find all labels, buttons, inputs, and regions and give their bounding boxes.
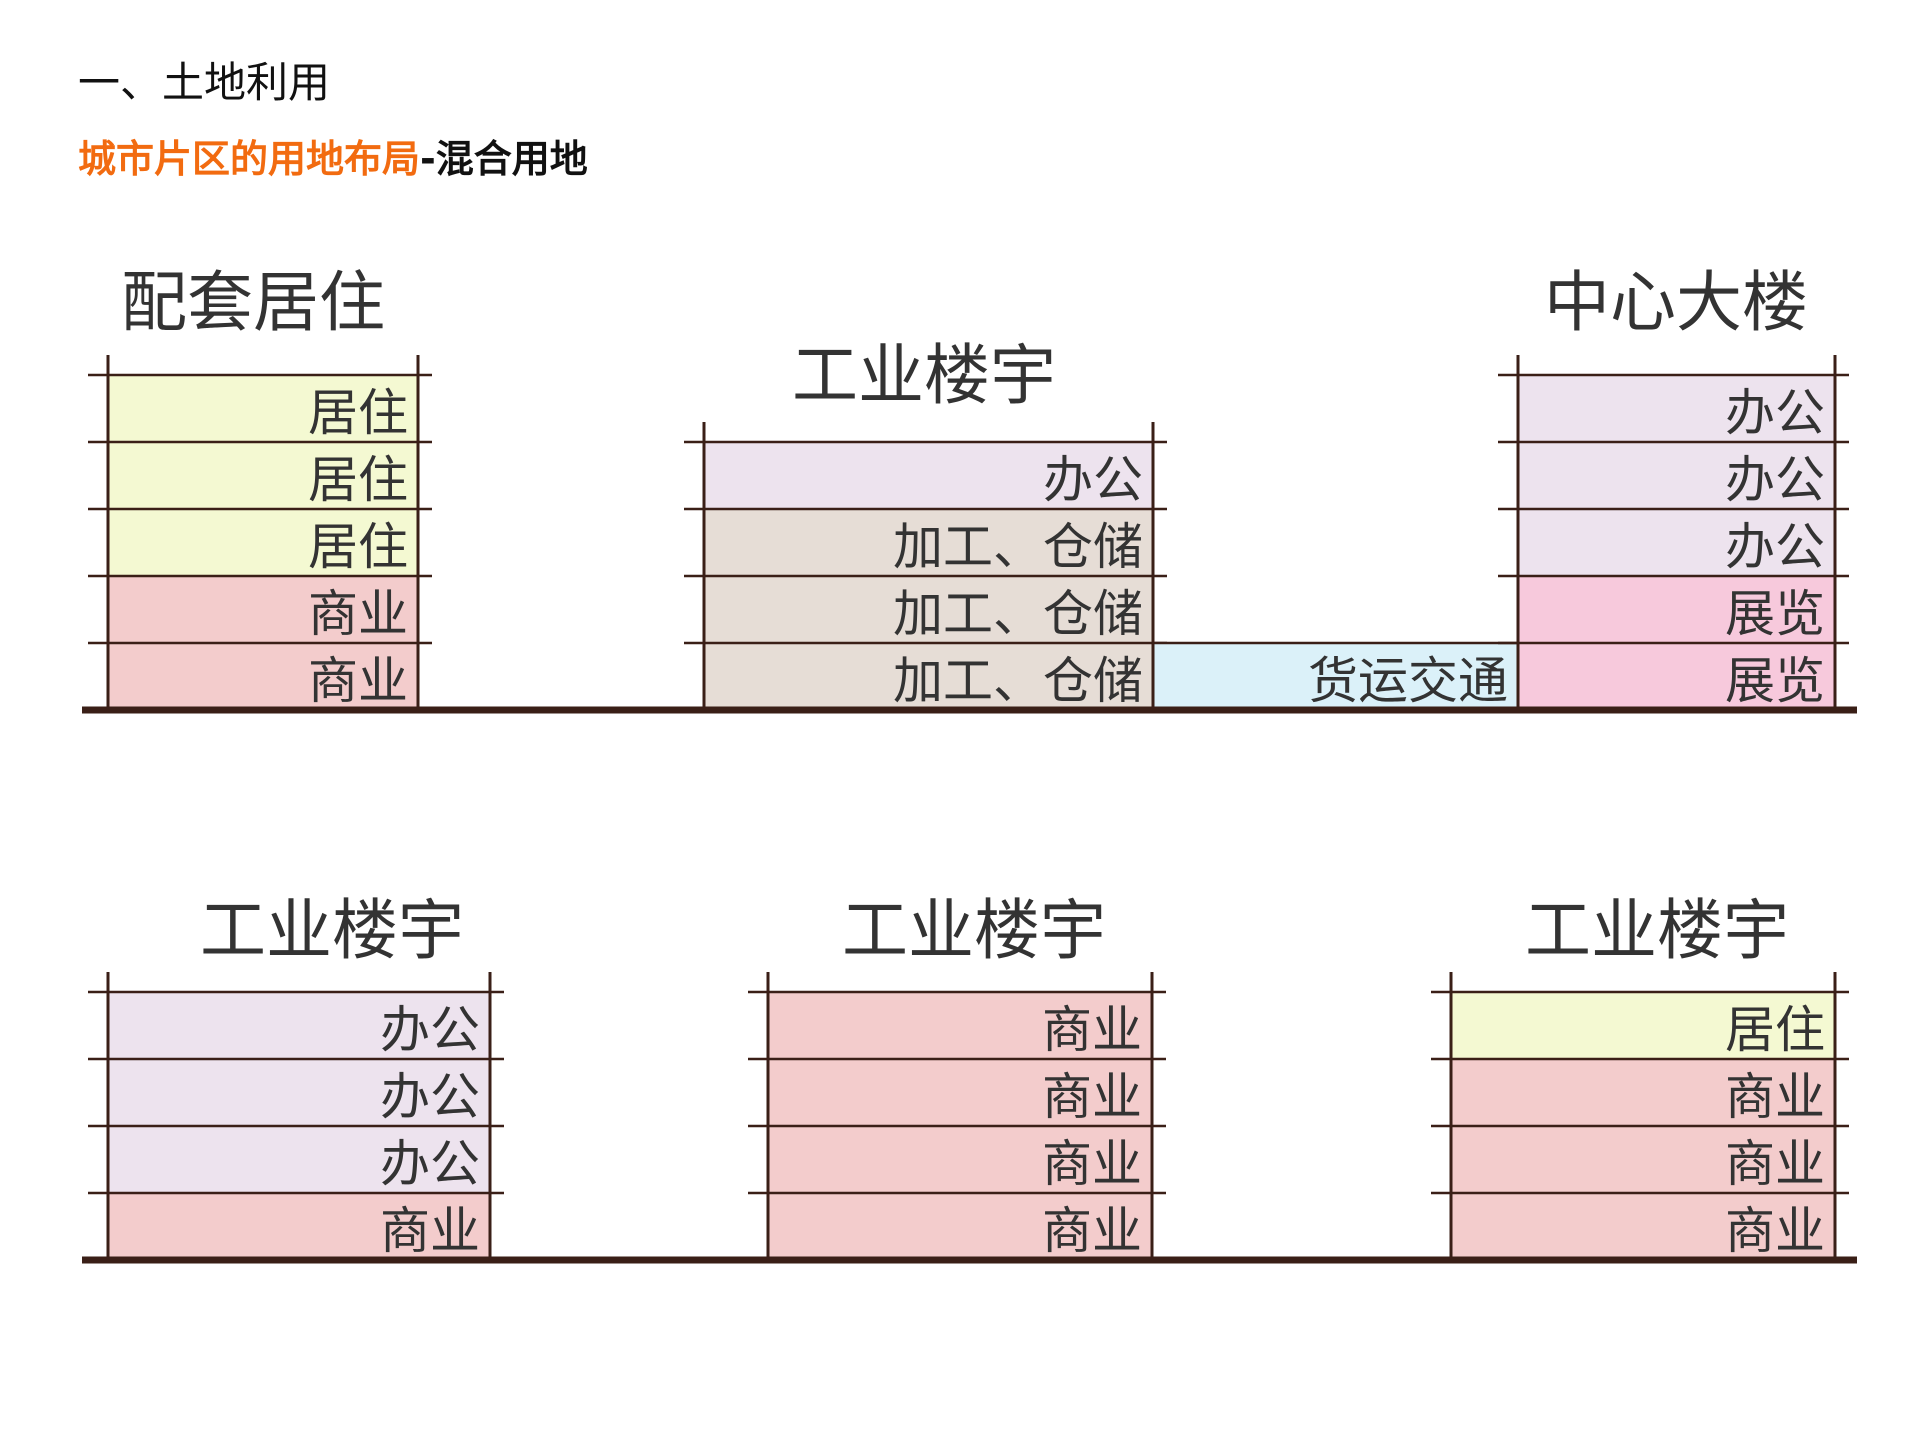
- floor-block: [1451, 1059, 1835, 1126]
- floor-label: 商业: [1042, 1001, 1142, 1059]
- floor-block: [1451, 992, 1835, 1059]
- floor-label: 商业: [1725, 1135, 1825, 1193]
- floor-label: 加工、仓储: [893, 518, 1143, 576]
- floor-label: 办公: [380, 1001, 480, 1059]
- floor-label: 商业: [1725, 1068, 1825, 1126]
- page-heading: 一、土地利用: [78, 58, 331, 107]
- building-title: 工业楼宇: [792, 337, 1056, 414]
- floor-label: 商业: [1725, 1202, 1825, 1260]
- floor-label: 办公: [1725, 384, 1825, 442]
- floor-block: [704, 509, 1153, 576]
- floor-block: [704, 576, 1153, 643]
- floor-label: 居住: [1725, 1001, 1825, 1059]
- floor-block: [704, 643, 1153, 710]
- floor-label: 展览: [1725, 652, 1825, 710]
- floor-label: 办公: [380, 1068, 480, 1126]
- page-subheading: 城市片区的用地布局-混合用地: [78, 140, 588, 178]
- building-title: 工业楼宇: [200, 892, 464, 969]
- floor-block: [768, 1059, 1152, 1126]
- floor-label: 居住: [308, 518, 408, 576]
- subheading-rest: 混合用地: [435, 137, 588, 181]
- floor-block: [108, 509, 418, 576]
- floor-block: [1518, 509, 1835, 576]
- subheading-separator: -: [420, 137, 436, 181]
- floor-block: [1451, 1126, 1835, 1193]
- floor-block: [1518, 576, 1835, 643]
- floor-block: [108, 1059, 490, 1126]
- floor-label: 居住: [308, 451, 408, 509]
- floor-block: [1451, 1193, 1835, 1260]
- subheading-highlight: 城市片区的用地布局: [78, 137, 421, 181]
- floor-label: 办公: [380, 1135, 480, 1193]
- building-title: 中心大楼: [1544, 264, 1808, 341]
- floor-label: 商业: [308, 585, 408, 643]
- floor-block: [768, 992, 1152, 1059]
- building-title: 配套居住: [121, 264, 385, 341]
- floor-label: 加工、仓储: [893, 652, 1143, 710]
- floor-block: [108, 442, 418, 509]
- floor-label: 商业: [308, 652, 408, 710]
- floor-block: [108, 576, 418, 643]
- floor-label: 办公: [1725, 518, 1825, 576]
- floor-label: 商业: [1042, 1135, 1142, 1193]
- floor-block: [1518, 643, 1835, 710]
- floor-label: 办公: [1043, 451, 1143, 509]
- floor-label: 商业: [380, 1202, 480, 1260]
- floor-label: 加工、仓储: [893, 585, 1143, 643]
- floor-block: [108, 643, 418, 710]
- floor-label: 商业: [1042, 1068, 1142, 1126]
- floor-label: 货运交通: [1308, 652, 1508, 710]
- floor-block: [108, 992, 490, 1059]
- floor-block: [768, 1193, 1152, 1260]
- floor-block: [1518, 442, 1835, 509]
- floor-label: 商业: [1042, 1202, 1142, 1260]
- floor-block: [108, 375, 418, 442]
- floor-block: [108, 1193, 490, 1260]
- building-title: 工业楼宇: [1525, 892, 1789, 969]
- floor-block: [1153, 643, 1518, 710]
- building-title: 工业楼宇: [842, 892, 1106, 969]
- floor-label: 居住: [308, 384, 408, 442]
- floor-block: [1518, 375, 1835, 442]
- floor-block: [108, 1126, 490, 1193]
- floor-block: [704, 442, 1153, 509]
- floor-label: 展览: [1725, 585, 1825, 643]
- floor-label: 办公: [1725, 451, 1825, 509]
- floor-block: [768, 1126, 1152, 1193]
